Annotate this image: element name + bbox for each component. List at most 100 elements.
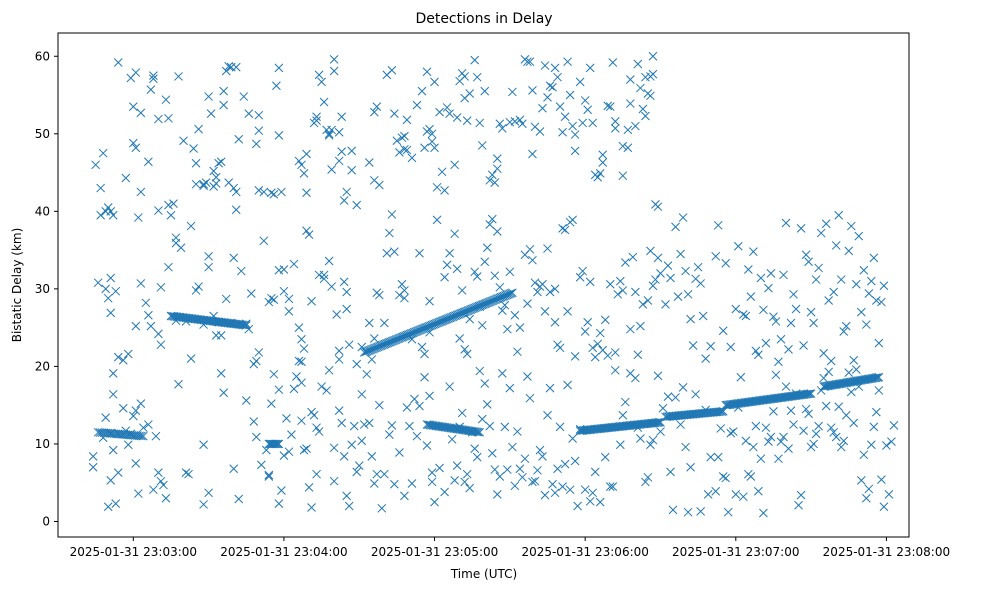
data-point [796, 490, 806, 500]
data-point [299, 344, 309, 353]
data-point [432, 215, 442, 225]
data-point [774, 454, 783, 464]
track-point [273, 439, 283, 449]
data-point [560, 459, 570, 469]
track-point [240, 320, 250, 330]
data-point [108, 445, 118, 455]
data-point [754, 486, 763, 496]
data-point [385, 228, 394, 238]
data-point [643, 296, 653, 305]
data-point [420, 372, 429, 382]
data-point [882, 441, 891, 450]
data-point [392, 136, 402, 146]
data-point [425, 124, 434, 134]
data-point [580, 96, 590, 105]
data-point [718, 472, 728, 481]
data-point [432, 182, 442, 192]
data-point [400, 144, 409, 154]
data-point [638, 300, 648, 309]
data-point [435, 463, 444, 473]
data-point [289, 259, 299, 269]
data-point [636, 434, 645, 443]
data-point [698, 311, 708, 321]
data-point [480, 86, 490, 96]
data-point [759, 508, 768, 518]
data-point [593, 339, 603, 349]
data-point [179, 136, 188, 146]
plot-area [88, 51, 899, 518]
data-point [603, 101, 613, 111]
data-point [563, 380, 572, 390]
data-point [417, 342, 427, 352]
data-point [400, 293, 409, 303]
data-point [269, 295, 279, 305]
data-point [154, 206, 163, 215]
data-point [874, 338, 884, 348]
data-point [194, 282, 203, 291]
data-point [111, 286, 121, 296]
data-point [756, 454, 766, 464]
data-point [711, 486, 721, 496]
data-point [324, 256, 334, 266]
data-point [294, 156, 304, 166]
data-point [111, 499, 121, 509]
data-point [525, 57, 535, 67]
data-point [342, 287, 352, 297]
data-point [691, 389, 700, 399]
data-point [103, 293, 113, 303]
data-point [590, 467, 600, 477]
data-point [844, 246, 854, 256]
data-point [201, 178, 211, 188]
data-point [756, 273, 766, 283]
data-point [658, 403, 668, 413]
data-point [558, 127, 567, 137]
data-point [859, 450, 869, 460]
data-point [284, 307, 294, 316]
data-point [866, 276, 876, 286]
data-point [294, 356, 304, 366]
data-point [342, 187, 352, 197]
data-point [186, 221, 196, 231]
data-point [784, 444, 793, 453]
data-point [133, 213, 143, 222]
data-point [620, 258, 630, 267]
data-point [131, 458, 141, 468]
track-point [803, 389, 813, 399]
data-point [754, 350, 763, 360]
data-point [156, 476, 166, 486]
data-point [472, 452, 482, 462]
data-point [553, 72, 562, 82]
data-point [676, 420, 685, 429]
data-point [387, 210, 397, 219]
data-point [492, 164, 502, 174]
data-point [314, 427, 324, 436]
data-point [480, 257, 490, 267]
data-point [289, 384, 299, 394]
data-point [390, 247, 399, 257]
data-point [530, 476, 540, 486]
data-point [149, 74, 158, 84]
data-point [651, 275, 660, 284]
data-point [327, 125, 336, 135]
data-point [565, 485, 575, 495]
data-point [447, 434, 457, 444]
data-point [108, 369, 118, 378]
data-point [329, 66, 339, 76]
data-point [352, 200, 362, 210]
data-point [610, 365, 620, 375]
x-tick-label: 2025-01-31 23:04:00 [220, 545, 347, 559]
data-point [382, 248, 392, 258]
data-point [347, 440, 357, 450]
data-point [269, 369, 279, 379]
track-point [508, 288, 517, 298]
data-point [415, 401, 424, 411]
data-point [128, 102, 138, 112]
data-point [570, 456, 580, 466]
data-point [490, 465, 500, 474]
data-point [279, 451, 289, 460]
data-point [236, 266, 246, 276]
data-point [267, 188, 276, 198]
data-point [545, 287, 555, 297]
data-point [211, 179, 221, 188]
data-point [585, 277, 595, 287]
